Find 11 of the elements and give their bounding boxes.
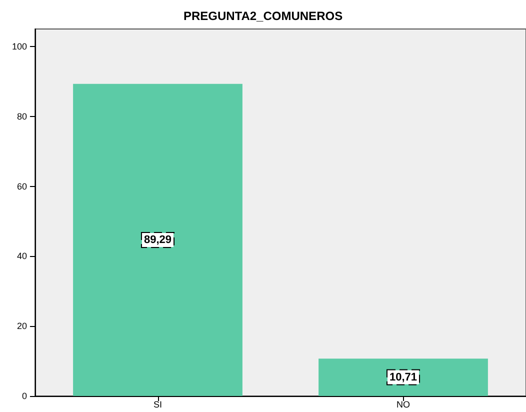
y-tick-label: 0 <box>22 391 27 401</box>
chart-title: PREGUNTA2_COMUNEROS <box>183 9 343 23</box>
x-tick-label: NO <box>396 400 410 410</box>
data-label: 10,71 <box>389 371 418 384</box>
y-tick-label: 100 <box>12 41 27 52</box>
data-label: 89,29 <box>144 234 172 246</box>
y-tick-label: 40 <box>16 251 27 262</box>
y-tick-label: 80 <box>16 111 27 122</box>
y-tick-label: 20 <box>16 321 27 332</box>
y-tick-label: 60 <box>16 181 27 192</box>
x-tick-label: SI <box>153 400 162 410</box>
